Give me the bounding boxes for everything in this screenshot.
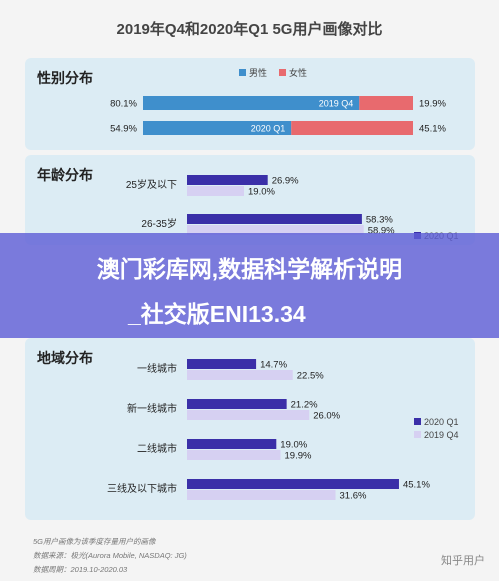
legend-swatch-female [279, 69, 286, 76]
legend-swatch-q4 [414, 431, 421, 438]
data-label-female: 19.9% [419, 99, 446, 110]
legend-swatch-q1 [414, 418, 421, 425]
data-label-q4: 22.5% [297, 371, 324, 382]
category-label: 2019 Q4 [319, 99, 354, 109]
banner-subline: _社交版ENI13.34 [128, 295, 306, 329]
data-label-q4: 31.6% [340, 491, 367, 502]
category-label: 2020 Q1 [251, 124, 286, 134]
data-label-q1: 21.2% [291, 400, 318, 411]
bar-q4 [187, 450, 281, 460]
data-label-q1: 58.3% [366, 215, 393, 226]
data-label-q1: 19.0% [280, 440, 307, 451]
region-chart: 一线城市 14.7% 22.5% 新一线城市 21.2%26.0% 二线城市 19.0%19… [25, 338, 475, 520]
bar-q4 [187, 186, 244, 196]
category-label: 三线及以下城市 [107, 482, 177, 495]
data-label-q4: 19.9% [285, 451, 312, 462]
category-label: 新一线城市 [127, 402, 177, 415]
bar-q4 [187, 410, 309, 420]
bar-female [359, 96, 413, 110]
category-label: 二线城市 [137, 442, 177, 455]
footer-notes: 5G用户画像为该季度存量用户的画像 数据来源：极光(Aurora Mobile,… [33, 535, 187, 577]
legend-label-q1: 2020 Q1 [424, 417, 459, 427]
data-label-q1: 45.1% [403, 480, 430, 491]
age-panel: 年龄分布 25岁及以下26.9%19.0%26-35岁58.3%58.9%202… [25, 155, 475, 245]
gender-panel: 性别分布 男性 女性 2019 Q4 80.1% 19.9% 2020 Q1 54.9% 45… [25, 58, 475, 150]
banner-headline: 澳门彩库网,数据科学解析说明 [0, 250, 499, 284]
footer-note-3: 数据周期：2019.10-2020.03 [33, 563, 187, 577]
data-label-q1: 26.9% [272, 176, 299, 187]
bar-q1 [187, 399, 287, 409]
page-title: 2019年Q4和2020年Q1 5G用户画像对比 [0, 18, 499, 39]
category-label: 26-35岁 [141, 217, 177, 230]
data-label-male: 54.9% [110, 124, 137, 135]
legend-label-male: 男性 [249, 67, 267, 78]
gender-chart: 男性 女性 2019 Q4 80.1% 19.9% 2020 Q1 54.9% 45.1% [25, 58, 475, 150]
bar-q4 [187, 370, 293, 380]
bar-female [291, 121, 413, 135]
data-label-q4: 26.0% [313, 411, 340, 422]
footer-note-2: 数据来源：极光(Aurora Mobile, NASDAQ: JG) [33, 549, 187, 563]
footer-note-1: 5G用户画像为该季度存量用户的画像 [33, 535, 187, 549]
legend-label-female: 女性 [289, 67, 307, 78]
legend-swatch-male [239, 69, 246, 76]
category-label: 25岁及以下 [126, 178, 177, 191]
region-panel: 地域分布 一线城市 14.7% 22.5% 新一线城市 21.2% 26.0% 二线城市 19… [25, 338, 475, 520]
bar-q1 [187, 439, 276, 449]
bar-q1 [187, 479, 399, 489]
watermark: 知乎用户 [441, 552, 485, 568]
data-label-q4: 19.0% [248, 187, 275, 198]
data-label-male: 80.1% [110, 99, 137, 110]
data-label-female: 45.1% [419, 124, 446, 135]
bar-q1 [187, 359, 256, 369]
bar-q1 [187, 214, 362, 224]
bar-q4 [187, 490, 336, 500]
bar-q1 [187, 175, 268, 185]
category-label: 一线城市 [137, 362, 177, 375]
legend-label-q4: 2019 Q4 [424, 430, 459, 440]
data-label-q1: 14.7% [260, 360, 287, 371]
